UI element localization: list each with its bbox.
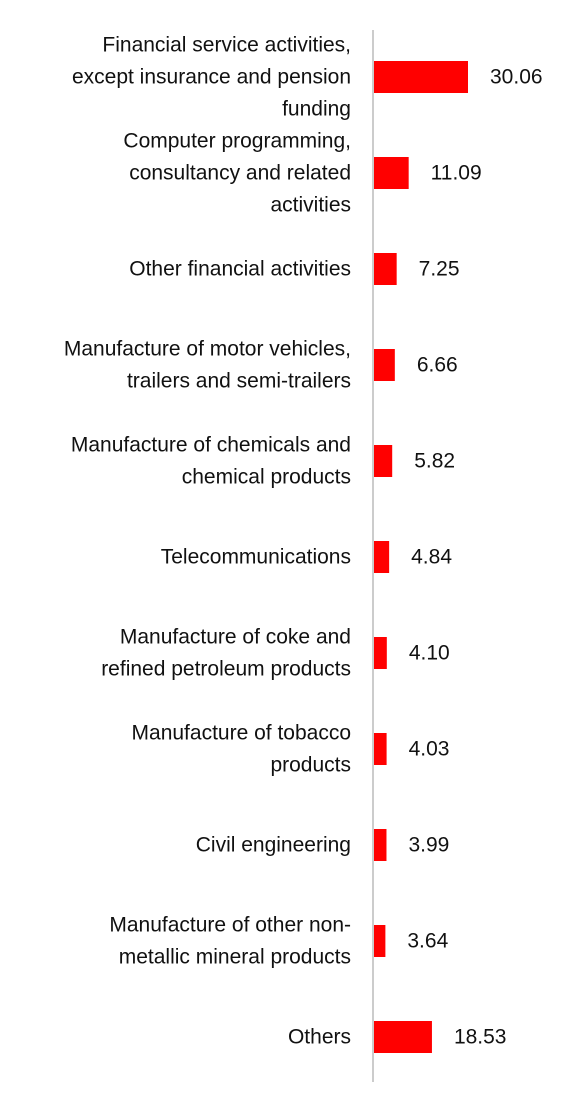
category-label-line: Telecommunications xyxy=(161,546,351,569)
category-label-line: Manufacture of chemicals and xyxy=(71,434,351,457)
category-label-7: Manufacture of tobacco products xyxy=(132,722,351,777)
value-label-8: 3.99 xyxy=(408,834,449,857)
category-label-line: Manufacture of other non- xyxy=(109,914,351,937)
bar-0 xyxy=(374,61,468,93)
category-label-4: Manufacture of chemicals and chemical pro… xyxy=(71,434,351,489)
value-label-10: 18.53 xyxy=(454,1026,507,1049)
value-label-2: 7.25 xyxy=(419,258,460,281)
category-label-6: Manufacture of coke and refined petroleum… xyxy=(101,626,351,681)
category-label-line: consultancy and related xyxy=(129,162,351,185)
bar-1 xyxy=(374,157,409,189)
value-label-1: 11.09 xyxy=(431,162,482,185)
value-label-9: 3.64 xyxy=(407,930,448,953)
category-label-5: Telecommunications xyxy=(161,546,351,569)
bar-8 xyxy=(374,829,387,861)
category-label-10: Others xyxy=(288,1026,351,1049)
category-label-9: Manufacture of other non-metallic minera… xyxy=(109,914,351,969)
category-label-line: Civil engineering xyxy=(196,834,351,857)
category-label-line: Other financial activities xyxy=(129,258,351,281)
value-labels-group: 30.06 11.09 7.25 6.66 5.82 4.84 4.10 4.03 3.99 3.… xyxy=(407,66,542,1049)
category-label-line: Computer programming, xyxy=(123,130,351,153)
category-label-1: Computer programming, consultancy and rel… xyxy=(123,130,351,217)
category-label-line: trailers and semi-trailers xyxy=(127,370,351,393)
category-label-line: Manufacture of motor vehicles, xyxy=(64,338,351,361)
value-label-3: 6.66 xyxy=(417,354,458,377)
bar-6 xyxy=(374,637,387,669)
bar-10 xyxy=(374,1021,432,1053)
value-label-4: 5.82 xyxy=(414,450,455,473)
bar-3 xyxy=(374,349,395,381)
bar-5 xyxy=(374,541,390,573)
category-label-line: products xyxy=(270,754,351,777)
category-label-line: Manufacture of coke and xyxy=(120,626,351,649)
category-label-3: Manufacture of motor vehicles, trailers a… xyxy=(64,338,351,393)
category-label-line: activities xyxy=(270,194,351,217)
category-label-line: metallic mineral products xyxy=(119,946,351,969)
category-label-line: chemical products xyxy=(182,466,351,489)
value-label-7: 4.03 xyxy=(409,738,450,761)
value-label-6: 4.10 xyxy=(409,642,450,665)
category-label-2: Other financial activities xyxy=(129,258,351,281)
bar-4 xyxy=(374,445,393,477)
category-label-0: Financial service activities, except insu… xyxy=(72,34,351,121)
category-label-line: Financial service activities, xyxy=(102,34,351,57)
category-label-line: except insurance and pension xyxy=(72,66,351,89)
value-label-0: 30.06 xyxy=(490,66,543,89)
category-label-8: Civil engineering xyxy=(196,834,351,857)
category-label-line: refined petroleum products xyxy=(101,658,351,681)
category-label-line: Manufacture of tobacco xyxy=(132,722,351,745)
bar-9 xyxy=(374,925,386,957)
category-label-line: funding xyxy=(282,98,351,121)
category-label-line: Others xyxy=(288,1026,351,1049)
category-labels-group: Financial service activities, except insu… xyxy=(64,34,351,1049)
bar-2 xyxy=(374,253,397,285)
bars-group xyxy=(374,61,468,1053)
value-label-5: 4.84 xyxy=(411,546,452,569)
bar-7 xyxy=(374,733,387,765)
